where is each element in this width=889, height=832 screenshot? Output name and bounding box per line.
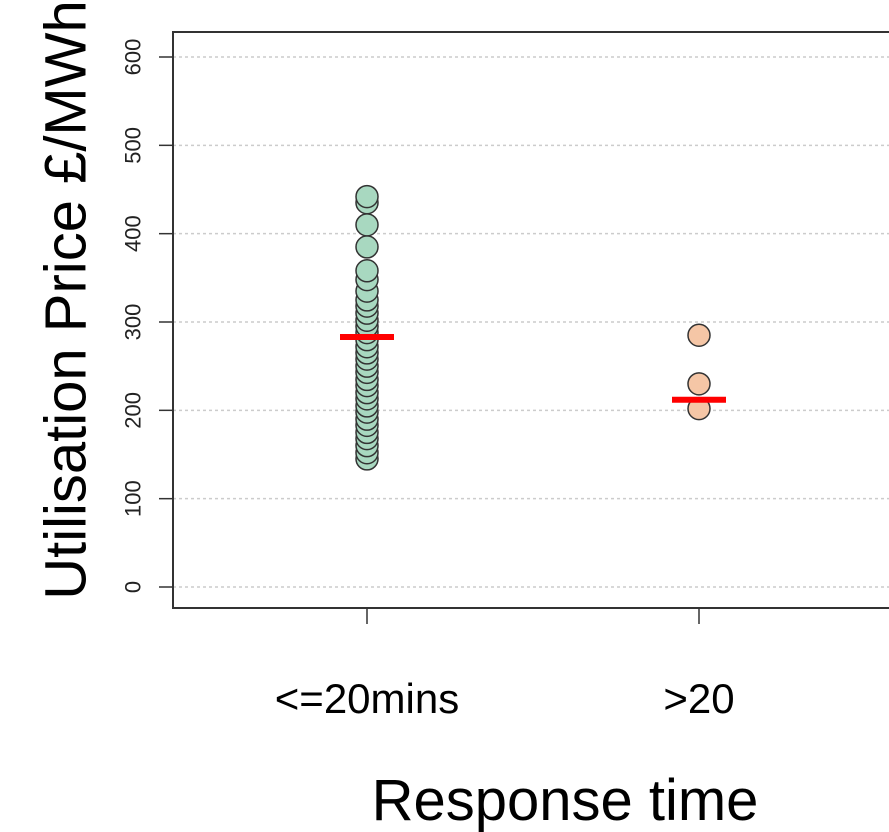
data-point [355, 235, 379, 259]
data-point [355, 259, 379, 283]
x-axis-title: Response time [372, 768, 759, 832]
y-axis-title: Utilisation Price £/MWh [34, 0, 99, 599]
gridlines [173, 56, 889, 588]
y-tick-label: 300 [121, 304, 146, 341]
mean-markers [340, 334, 726, 403]
x-axis: <=20mins >20 [275, 608, 735, 722]
x-tick-label: >20 [663, 675, 734, 722]
y-tick-label: 0 [121, 581, 146, 593]
data-point [355, 184, 379, 209]
y-tick-label: 600 [121, 39, 146, 76]
plot-frame [172, 31, 889, 609]
data-point [687, 323, 711, 347]
y-tick-label: 500 [121, 127, 146, 164]
x-tick-label: <=20mins [275, 675, 459, 722]
data-point [355, 213, 379, 237]
y-tick-label: 200 [121, 392, 146, 429]
data-points [355, 184, 711, 471]
y-tick-label: 400 [121, 215, 146, 252]
y-tick-label: 100 [121, 480, 146, 517]
data-point [687, 372, 711, 396]
y-axis: 0 100 200 300 400 500 600 [121, 39, 173, 593]
